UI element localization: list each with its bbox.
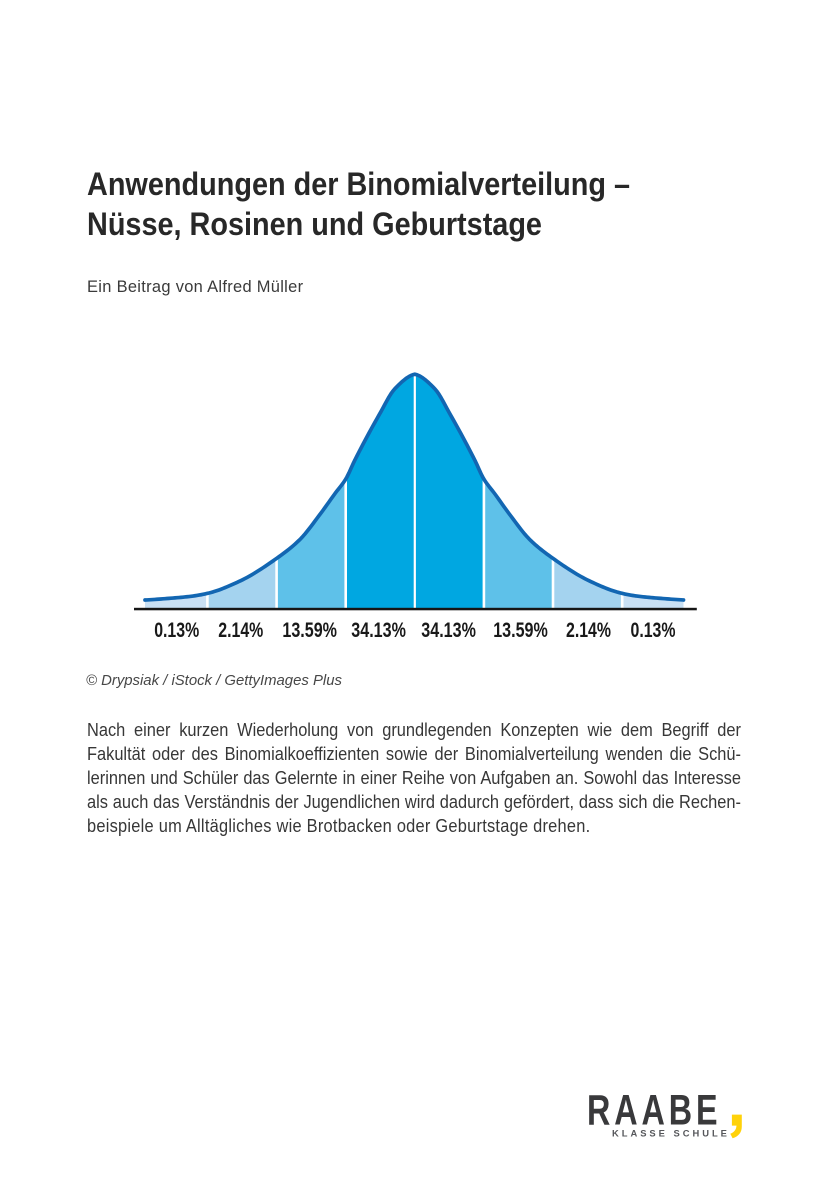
svg-text:2.14%: 2.14%	[218, 619, 263, 642]
svg-text:0.13%: 0.13%	[631, 619, 676, 642]
svg-text:13.59%: 13.59%	[493, 619, 548, 642]
svg-text:0.13%: 0.13%	[154, 619, 199, 642]
svg-text:2.14%: 2.14%	[566, 619, 611, 642]
svg-text:13.59%: 13.59%	[282, 619, 337, 642]
svg-text:34.13%: 34.13%	[421, 619, 476, 642]
svg-text:34.13%: 34.13%	[351, 619, 406, 642]
svg-text:RAABE: RAABE	[587, 1088, 722, 1135]
svg-text:KLASSE SCHULE: KLASSE SCHULE	[612, 1127, 730, 1138]
